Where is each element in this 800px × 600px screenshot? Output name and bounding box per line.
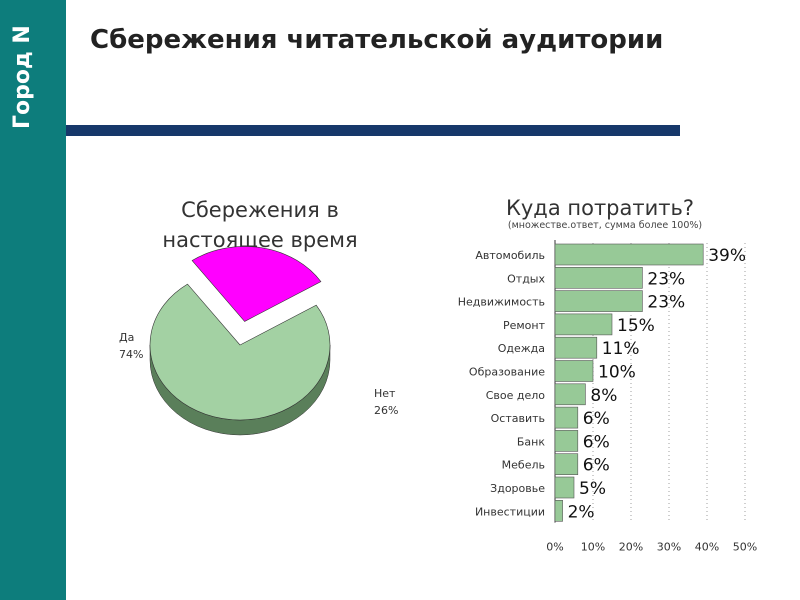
pie-label-yes-name: Да [119,331,135,344]
category-label: Автомобиль [475,249,545,262]
bar [554,360,594,382]
value-label: 2% [568,502,595,522]
bar [554,406,579,429]
bar [554,266,643,289]
bar [554,336,598,359]
page-title: Сбережения читательской аудитории [90,25,664,55]
bar [554,313,613,336]
value-label: 39% [708,246,746,266]
bar [554,453,579,476]
bar [554,243,704,266]
value-label: 6% [583,456,610,476]
pie-title-line1: Сбережения в [181,198,339,222]
pie-slice-yes [149,283,331,436]
category-label: Банк [517,435,545,448]
value-label: 6% [583,432,610,452]
pie-label-yes-value: 74% [119,348,144,361]
bar-chart-title: Куда потратить? [505,196,695,220]
category-label: Инвестиции [475,505,545,518]
category-label: Мебель [502,459,545,472]
category-label: Одежда [498,342,545,355]
bar [554,476,575,499]
pie-label-yes: Да 74% [119,329,143,363]
x-tick-label: 40% [695,541,719,554]
bar [554,290,643,312]
category-label: Недвижимость [458,296,545,309]
category-label: Ремонт [503,319,546,332]
pie-label-no-value: 26% [374,404,399,417]
category-label: Здоровье [490,482,545,495]
bar [554,499,563,522]
x-tick-label: 10% [581,541,605,554]
category-label: Оставить [491,412,545,425]
x-tick-label: 0% [546,541,563,554]
value-label: 23% [647,269,685,289]
category-label: Отдых [507,272,545,285]
bar [554,383,586,406]
value-label: 10% [598,363,636,383]
title-divider [66,125,680,136]
value-label: 8% [590,386,617,406]
pie-label-no-name: Нет [374,387,396,400]
bar-chart-subtitle: (множестве.ответ, сумма более 100%) [507,220,703,231]
category-label: Образование [469,366,545,379]
x-tick-label: 30% [657,541,681,554]
bar [554,430,579,452]
category-label: Свое дело [486,389,546,402]
value-label: 6% [583,409,610,429]
value-label: 15% [617,316,655,336]
x-tick-label: 50% [733,541,757,554]
value-label: 5% [579,479,606,499]
sidebar-strip: Город N [0,0,66,600]
value-label: 11% [602,339,640,359]
x-tick-label: 20% [619,541,643,554]
value-label: 23% [647,293,685,313]
pie-label-no: Нет 26% [374,385,398,419]
pie-slice-no [191,246,322,322]
